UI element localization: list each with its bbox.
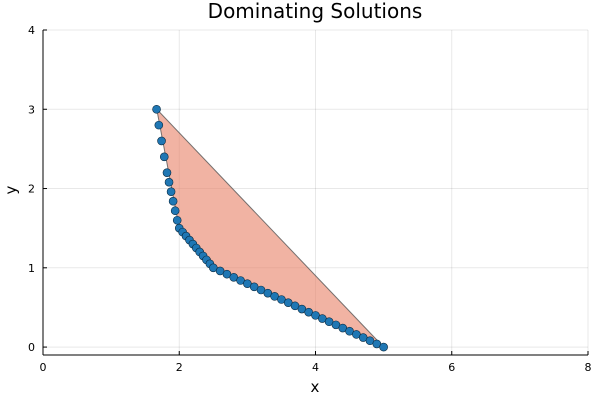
data-point	[164, 177, 174, 187]
data-point	[172, 215, 182, 225]
y-tick-label: 1	[28, 262, 35, 275]
data-point	[159, 152, 169, 162]
y-tick-label: 2	[28, 183, 35, 196]
data-point	[166, 187, 176, 197]
data-point	[157, 136, 166, 146]
dominated-region-polygon	[155, 107, 384, 348]
y-tick-label: 3	[28, 103, 35, 116]
data-point	[168, 196, 178, 206]
data-point	[154, 120, 164, 130]
tick-labels: 0 2 4 6 8 0 1 2 3 4	[28, 24, 592, 374]
grid	[42, 29, 589, 355]
data-point	[170, 206, 180, 216]
y-tick-label: 4	[28, 24, 35, 37]
x-tick-label: 6	[448, 361, 455, 374]
data-point	[162, 168, 172, 177]
x-axis-label: x	[311, 378, 320, 396]
x-tick-label: 2	[176, 361, 183, 374]
data-point	[379, 342, 388, 352]
y-axis-label: y	[2, 185, 20, 194]
y-tick-label: 0	[28, 341, 35, 354]
dominated-region	[155, 107, 384, 348]
x-tick-label: 8	[585, 361, 592, 374]
x-tick-label: 0	[40, 361, 47, 374]
chart-title: Dominating Solutions	[208, 0, 423, 23]
points-series	[152, 104, 388, 352]
x-tick-label: 4	[312, 361, 319, 374]
data-point	[152, 104, 161, 114]
